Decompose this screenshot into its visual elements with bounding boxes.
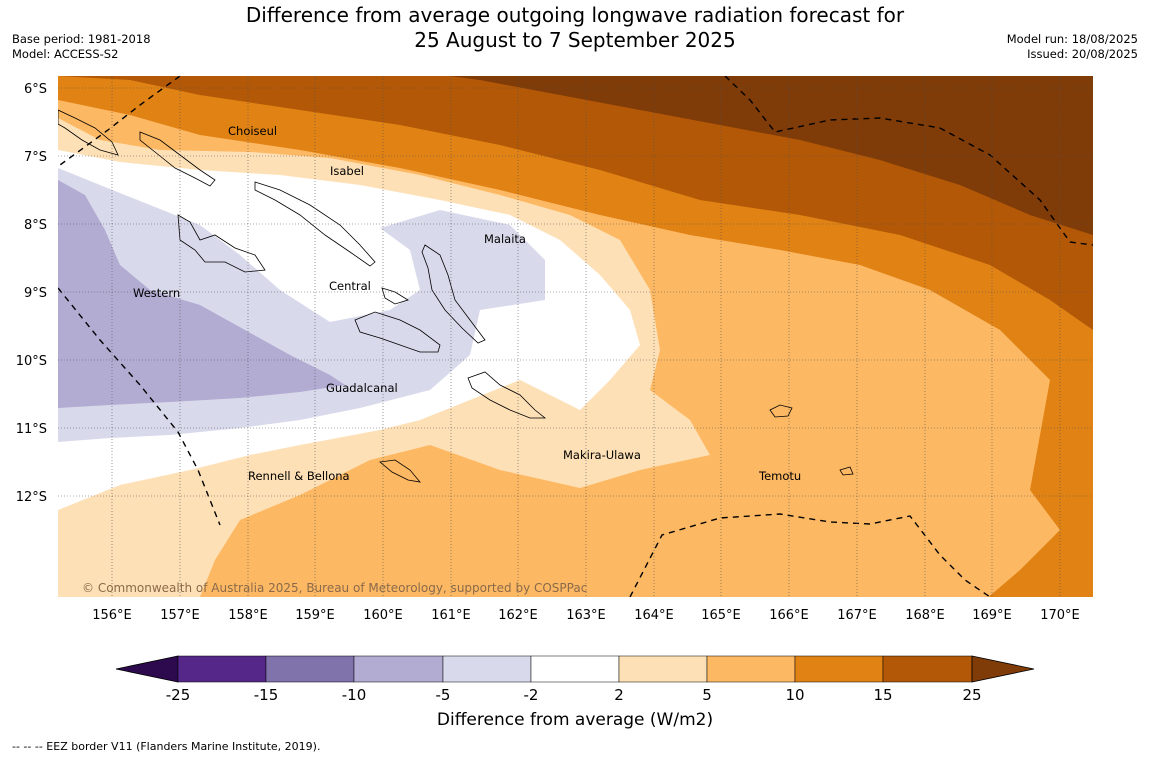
longitude-labels: 156°E 157°E 158°E 159°E 160°E 161°E 162°…	[92, 608, 1080, 623]
cb-tick-3: -10	[342, 686, 367, 704]
title-line-2: 25 August to 7 September 2025	[414, 28, 736, 52]
cb-tick-6: 2	[614, 686, 624, 704]
lon-label-161e: 161°E	[431, 608, 471, 623]
contour-fills	[58, 76, 1093, 597]
guadalcanal-coast	[354, 311, 441, 353]
eez-borders	[58, 76, 1093, 597]
lat-label-6s: 6°S	[24, 82, 47, 97]
lat-label-9s: 9°S	[24, 286, 47, 301]
colorbar-segment-2	[265, 655, 355, 683]
lat-label-12s: 12°S	[16, 490, 47, 505]
label-isabel: Isabel	[330, 164, 364, 178]
lon-label-167e: 167°E	[837, 608, 877, 623]
colorbar-low-extension	[115, 655, 179, 683]
lon-label-158e: 158°E	[228, 608, 268, 623]
choiseul-coast	[139, 131, 216, 187]
lat-label-7s: 7°S	[24, 150, 47, 165]
isabel-coast	[254, 181, 376, 267]
colorbar-high-extension	[971, 655, 1035, 683]
lon-label-169e: 169°E	[972, 608, 1012, 623]
malaita-coast	[421, 244, 486, 344]
model-name: Model: ACCESS-S2	[12, 47, 119, 61]
label-choiseul: Choiseul	[228, 124, 277, 138]
cb-tick-8: 10	[785, 686, 804, 704]
label-temotu: Temotu	[758, 469, 801, 483]
lon-label-168e: 168°E	[905, 608, 945, 623]
lat-label-8s: 8°S	[24, 218, 47, 233]
colorbar-segment-3	[353, 655, 444, 683]
run-info: Model run: 18/08/2025 Issued: 20/08/2025	[1007, 32, 1138, 62]
lon-label-164e: 164°E	[634, 608, 674, 623]
colorbar-segment-8	[794, 655, 884, 683]
western-islands-coast	[177, 214, 266, 273]
colorbar-segment-5	[530, 655, 620, 683]
lon-label-162e: 162°E	[498, 608, 538, 623]
base-period: Base period: 1981-2018	[12, 32, 151, 46]
eez-border-north-east	[724, 76, 1093, 246]
eez-border-south-west	[58, 287, 221, 526]
label-guadalcanal: Guadalcanal	[326, 381, 398, 395]
eez-border-south-east	[629, 513, 991, 597]
fill-above-25	[450, 76, 1093, 235]
cb-tick-1: -25	[166, 686, 191, 704]
eez-legend: -- -- -- EEZ border V11 (Flanders Marine…	[12, 740, 321, 753]
cb-tick-9: 15	[873, 686, 892, 704]
map-title: Difference from average outgoing longwav…	[0, 3, 1150, 53]
colorbar-segment-9	[882, 655, 973, 683]
rennell-coast	[379, 459, 421, 483]
latitude-labels: 6°S 7°S 8°S 9°S 10°S 11°S 12°S	[16, 82, 47, 505]
coastlines	[58, 109, 854, 483]
lon-label-160e: 160°E	[363, 608, 403, 623]
lat-label-10s: 10°S	[16, 354, 47, 369]
label-malaita: Malaita	[484, 232, 526, 246]
lon-label-157e: 157°E	[160, 608, 200, 623]
lon-label-166e: 166°E	[769, 608, 809, 623]
makira-coast	[467, 371, 547, 419]
model-run: Model run: 18/08/2025	[1006, 32, 1138, 46]
cb-tick-5: -2	[524, 686, 539, 704]
fill-minus10-to-minus5	[58, 180, 345, 408]
label-western: Western	[133, 286, 180, 300]
eez-border-north-west	[59, 76, 181, 166]
central-islands-coast	[381, 287, 409, 305]
lon-label-165e: 165°E	[701, 608, 741, 623]
colorbar-segment-4	[442, 655, 532, 683]
place-labels: Choiseul Isabel Malaita Western Central …	[133, 124, 801, 483]
label-rennell-bellona: Rennell & Bellona	[248, 469, 350, 483]
copyright-text: © Commonwealth of Australia 2025, Bureau…	[82, 581, 587, 595]
issued-date: Issued: 20/08/2025	[1027, 47, 1138, 61]
colorbar-tick-labels: -25 -15 -10 -5 -2 2 5 10 15 25	[166, 686, 982, 704]
cb-tick-2: -15	[254, 686, 279, 704]
label-makira-ulawa: Makira-Ulawa	[563, 448, 641, 462]
bougainville-coast	[58, 109, 119, 156]
lon-label-170e: 170°E	[1040, 608, 1080, 623]
santa-cruz-coast	[769, 404, 793, 418]
lat-label-11s: 11°S	[16, 422, 47, 437]
title-line-1: Difference from average outgoing longwav…	[245, 3, 905, 27]
label-central: Central	[329, 279, 371, 293]
model-info: Base period: 1981-2018 Model: ACCESS-S2	[12, 32, 151, 62]
colorbar-segment-1	[177, 655, 267, 683]
temotu-small-coast	[839, 466, 854, 476]
colorbar-segment-7	[706, 655, 796, 683]
cb-tick-10: 25	[962, 686, 981, 704]
lon-label-163e: 163°E	[566, 608, 606, 623]
lon-label-159e: 159°E	[295, 608, 335, 623]
colorbar-label: Difference from average (W/m2)	[436, 710, 714, 730]
colorbar-segment-6	[618, 655, 708, 683]
lon-label-156e: 156°E	[92, 608, 132, 623]
colorbar: -25 -15 -10 -5 -2 2 5 10 15 25	[115, 655, 1035, 704]
cb-tick-4: -5	[436, 686, 451, 704]
cb-tick-7: 5	[702, 686, 712, 704]
